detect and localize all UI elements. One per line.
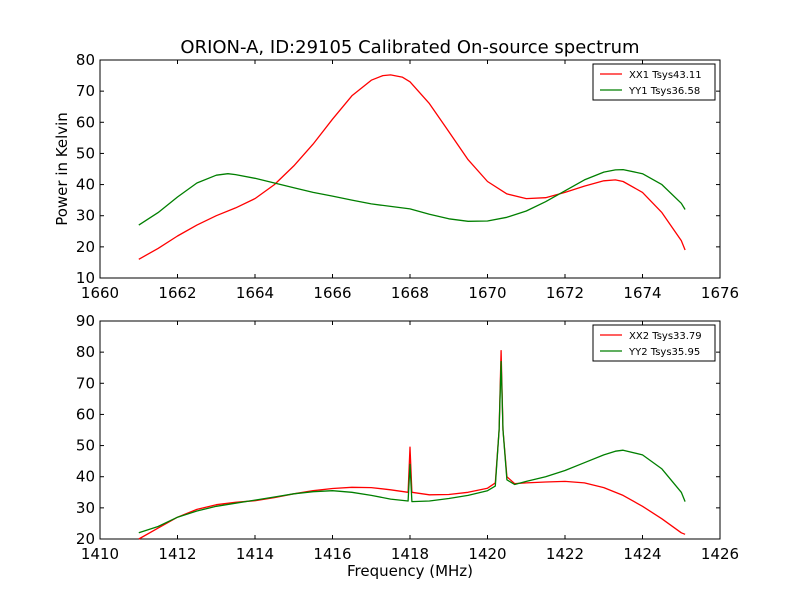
plot-bottom: 1410 1412 1414 1416 1418 1420 1422 1424 1426 20 30… — [76, 312, 739, 580]
legend-top-label-xx1: XX1 Tsys43.11 — [629, 70, 702, 81]
top-ytick-label: 40 — [76, 176, 95, 194]
bottom-ytick-label: 20 — [76, 530, 95, 548]
plot-top-series — [138, 74, 686, 260]
bottom-ytick-label: 50 — [76, 437, 95, 455]
plot-bottom-xlabel: Frequency (MHz) — [347, 562, 473, 580]
bottom-ytick-label: 30 — [76, 499, 95, 517]
plot-bottom-ticks: 1410 1412 1414 1416 1418 1420 1422 1424 1426 20 30… — [76, 312, 739, 563]
plot-top-ticks: 1660 1662 1664 1666 1668 1670 1672 1674 1676 10 20… — [76, 51, 739, 302]
legend-bottom-box — [592, 324, 716, 362]
legend-top-box — [592, 63, 716, 101]
legend-top-label-yy1: YY1 Tsys36.58 — [628, 86, 700, 97]
top-ytick-label: 50 — [76, 144, 95, 162]
top-series-line-2 — [138, 168, 686, 226]
top-xtick-label: 1670 — [468, 284, 506, 302]
top-ytick-label: 70 — [76, 82, 95, 100]
top-xtick-label: 1660 — [81, 284, 119, 302]
bottom-xtick-label: 1424 — [623, 545, 661, 563]
bottom-xtick-label: 1412 — [158, 545, 196, 563]
top-ytick-label: 20 — [76, 238, 95, 256]
bottom-ytick-label: 90 — [76, 312, 95, 330]
plot-top: 1660 1662 1664 1666 1668 1670 1672 1674 1676 10 20… — [53, 51, 739, 302]
bottom-xtick-label: 1410 — [81, 545, 119, 563]
top-xtick-label: 1662 — [158, 284, 196, 302]
bottom-xtick-label: 1422 — [546, 545, 584, 563]
plot-top-legend: XX1 Tsys43.11 YY1 Tsys36.58 — [592, 63, 716, 101]
top-xtick-label: 1666 — [313, 284, 351, 302]
top-ytick-label: 10 — [76, 269, 95, 287]
top-xtick-label: 1672 — [546, 284, 584, 302]
top-xtick-label: 1676 — [701, 284, 739, 302]
bottom-series-line-2 — [138, 360, 686, 534]
top-series-line-1 — [138, 74, 686, 260]
plot-bottom-legend: XX2 Tsys33.79 YY2 Tsys35.95 — [592, 324, 716, 362]
bottom-xtick-label: 1420 — [468, 545, 506, 563]
top-ytick-label: 60 — [76, 113, 95, 131]
bottom-ytick-label: 40 — [76, 468, 95, 486]
bottom-ytick-label: 80 — [76, 343, 95, 361]
bottom-ytick-label: 70 — [76, 374, 95, 392]
bottom-xtick-label: 1418 — [391, 545, 429, 563]
bottom-xtick-label: 1426 — [701, 545, 739, 563]
legend-bottom-label-xx2: XX2 Tsys33.79 — [629, 331, 702, 342]
bottom-xtick-label: 1414 — [236, 545, 274, 563]
legend-bottom-label-yy2: YY2 Tsys35.95 — [628, 347, 700, 358]
plot-top-ylabel: Power in Kelvin — [53, 112, 71, 226]
chart-title: ORION-A, ID:29105 Calibrated On-source s… — [180, 37, 639, 58]
bottom-xtick-label: 1416 — [313, 545, 351, 563]
top-xtick-label: 1664 — [236, 284, 274, 302]
top-ytick-label: 30 — [76, 207, 95, 225]
bottom-ytick-label: 60 — [76, 405, 95, 423]
top-xtick-label: 1674 — [623, 284, 661, 302]
top-ytick-label: 80 — [76, 51, 95, 69]
plot-bottom-series — [138, 349, 686, 540]
top-xtick-label: 1668 — [391, 284, 429, 302]
